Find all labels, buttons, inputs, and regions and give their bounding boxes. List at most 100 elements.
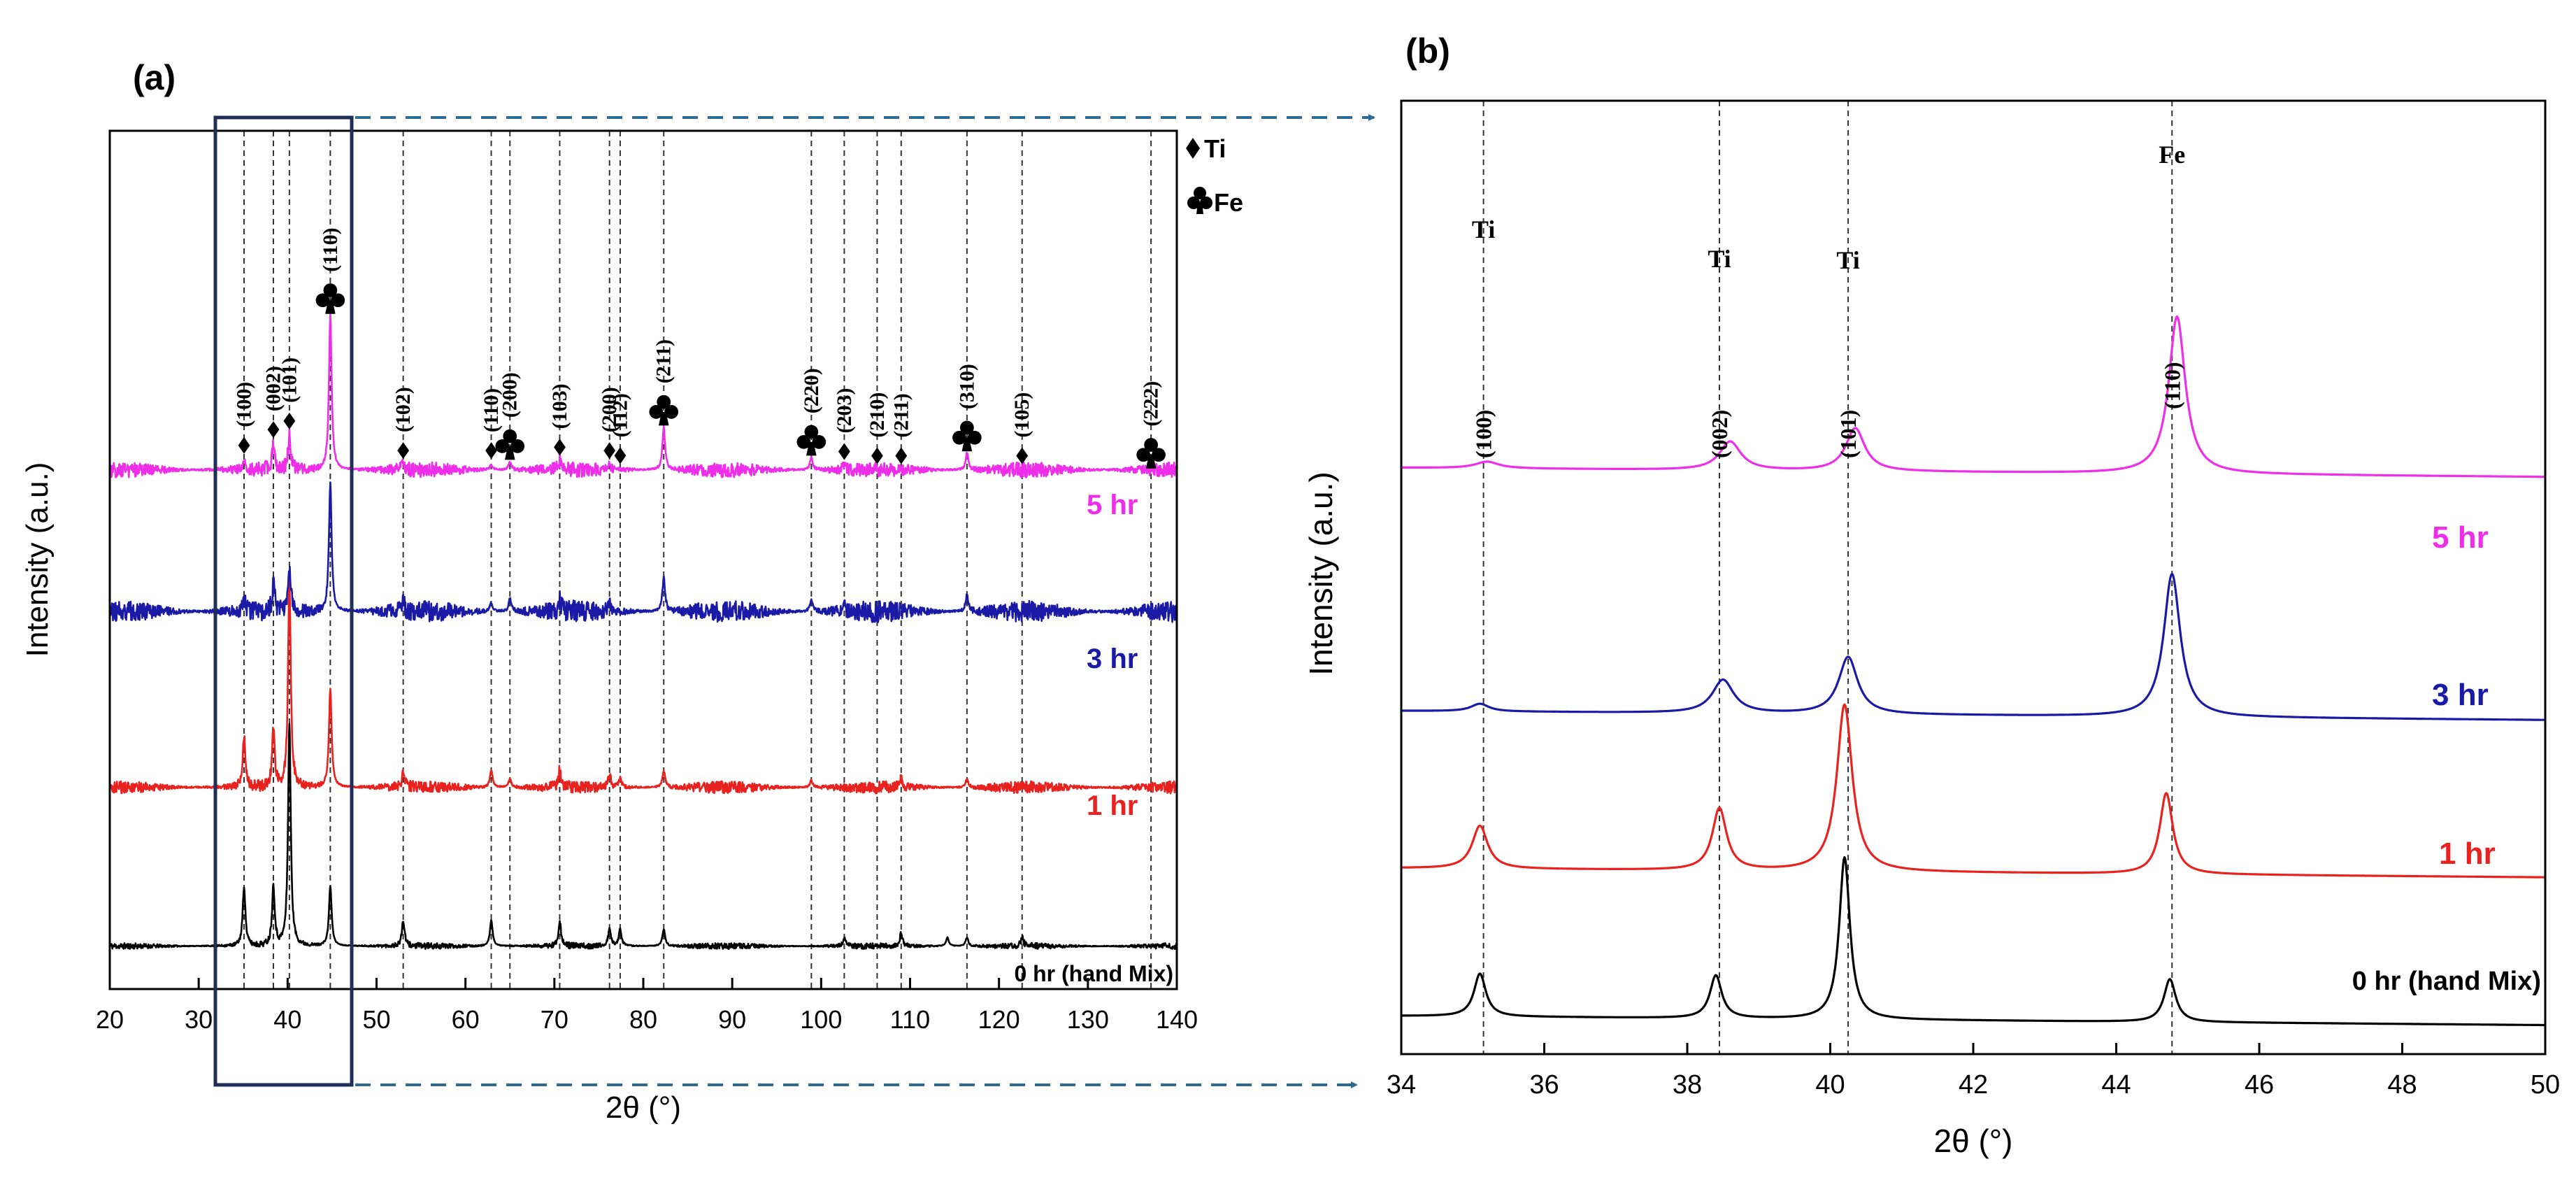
- x-tick-label: 36: [1529, 1070, 1559, 1100]
- a-series-group: [108, 313, 1178, 951]
- a-x-ticks: 20 30 40 50 60 70 80 90 100 110 120 130 140: [96, 978, 1198, 1034]
- x-tick-label: 20: [96, 1005, 124, 1034]
- a-peak-hkl-label: (211): [652, 339, 675, 383]
- a-peak-hkl-label: (112): [608, 393, 631, 437]
- b-peak-annotations: (100) Ti (002) Ti (101) Ti (110) Fe: [1471, 141, 2186, 458]
- a-peak-hkl-label: (310): [955, 364, 978, 409]
- diamond-icon: [283, 412, 296, 429]
- a-y-axis-title: Intensity (a.u.): [20, 462, 55, 657]
- b-peak-phase-label: Ti: [1472, 215, 1495, 243]
- x-tick-label: 46: [2245, 1070, 2274, 1100]
- a-phase-legend: Ti Fe: [1186, 134, 1243, 217]
- x-tick-label: 50: [2531, 1070, 2560, 1100]
- a-plot-frame: [108, 129, 1178, 990]
- b-x-ticks: 34 36 38 40 42 44 46 48 50: [1387, 1043, 2560, 1100]
- x-tick-label: 42: [1959, 1070, 1988, 1100]
- club-icon: [1187, 187, 1212, 214]
- a-peak-hkl-label: (203): [833, 388, 856, 433]
- a-peak-annotations: (100) (002)(101)(110)(102) (110)(200) (103)…: [233, 227, 1166, 469]
- b-series-label-1hr: 1 hr: [2439, 837, 2496, 871]
- zoom-region-box: [213, 115, 354, 1087]
- a-peak-hkl-label: (100): [233, 382, 256, 427]
- a-series-label-1hr: 1 hr: [1087, 790, 1138, 821]
- a-peak-hkl-label: (105): [1010, 392, 1033, 438]
- x-tick-label: 48: [2387, 1070, 2417, 1100]
- x-tick-label: 90: [718, 1005, 746, 1034]
- x-tick-label: 80: [629, 1005, 657, 1034]
- x-tick-label: 130: [1067, 1005, 1109, 1034]
- series-line: [108, 571, 1178, 795]
- diamond-icon: [397, 442, 410, 460]
- club-icon: [1136, 438, 1166, 469]
- b-series-label-0hr: 0 hr (hand Mix): [2352, 967, 2541, 996]
- b-peak-hkl-label: (100): [1471, 410, 1496, 458]
- series-line: [1401, 856, 2546, 1027]
- diamond-icon: [838, 443, 850, 460]
- a-peak-hkl-label: (200): [499, 372, 522, 418]
- club-icon: [796, 425, 827, 456]
- a-series-label-3hr: 3 hr: [1087, 644, 1138, 674]
- a-peak-hkl-label: (002): [262, 366, 285, 411]
- diamond-icon: [485, 442, 497, 460]
- a-peak-hkl-label: (200): [598, 387, 621, 432]
- b-series-label-3hr: 3 hr: [2432, 678, 2489, 712]
- b-plot-frame: [1400, 99, 2547, 1055]
- series-line: [1401, 572, 2546, 721]
- x-tick-label: 140: [1156, 1005, 1198, 1034]
- a-reference-lines: [243, 131, 1152, 989]
- series-line: [108, 481, 1178, 623]
- a-peak-hkl-label: (110): [480, 388, 503, 432]
- b-peak-hkl-label: (002): [1707, 410, 1732, 458]
- club-icon: [315, 283, 345, 314]
- x-tick-label: 38: [1673, 1070, 1702, 1100]
- diamond-icon: [603, 442, 616, 460]
- diamond-icon: [1186, 138, 1200, 159]
- b-peak-phase-label: Fe: [2159, 141, 2185, 169]
- a-legend-ti: Ti: [1204, 134, 1226, 163]
- diamond-icon: [267, 421, 280, 439]
- diamond-icon: [614, 447, 627, 464]
- a-peak-hkl-label: (102): [392, 387, 415, 432]
- a-peak-hkl-label: (220): [800, 368, 823, 413]
- x-tick-label: 40: [273, 1005, 301, 1034]
- series-line: [108, 313, 1178, 478]
- panel-a-label: (a): [133, 58, 176, 97]
- x-tick-label: 70: [541, 1005, 568, 1034]
- panel-a: (a) (100) (002)(101)(110)(102) (110)(200)(…: [20, 58, 1243, 1125]
- panel-b: (b) (100) Ti (002) Ti (101) Ti (110) Fe 34 36 38 4…: [1303, 31, 2560, 1159]
- club-icon: [495, 429, 525, 460]
- b-peak-phase-label: Ti: [1836, 246, 1859, 274]
- b-peak-hkl-label: (110): [2159, 362, 2184, 409]
- b-x-axis-title: 2θ (°): [1934, 1123, 2013, 1159]
- series-line: [109, 723, 1178, 951]
- x-tick-label: 40: [1815, 1070, 1845, 1100]
- series-line: [1401, 315, 2546, 478]
- b-y-axis-title: Intensity (a.u.): [1303, 471, 1339, 675]
- a-series-label-5hr: 5 hr: [1087, 490, 1138, 520]
- a-x-axis-title: 2θ (°): [606, 1090, 681, 1125]
- x-tick-label: 34: [1387, 1070, 1416, 1100]
- b-series-label-5hr: 5 hr: [2432, 520, 2489, 555]
- series-line: [1401, 703, 2546, 879]
- x-tick-label: 110: [890, 1005, 930, 1034]
- diamond-icon: [1016, 447, 1029, 464]
- b-reference-lines: [1482, 101, 2173, 1054]
- x-tick-label: 100: [800, 1005, 842, 1034]
- a-peak-hkl-label: (210): [866, 392, 889, 438]
- a-peak-hkl-label: (101): [278, 357, 301, 403]
- a-peak-hkl-label: (110): [319, 227, 342, 271]
- diamond-icon: [871, 447, 883, 464]
- a-peak-hkl-label: (211): [889, 393, 913, 437]
- a-series-label-0hr: 0 hr (hand Mix): [1014, 961, 1173, 986]
- diamond-icon: [554, 439, 566, 456]
- b-series-group: [1401, 315, 2546, 1027]
- x-tick-label: 60: [452, 1005, 480, 1034]
- a-legend-fe: Fe: [1214, 188, 1243, 217]
- x-tick-label: 44: [2101, 1070, 2131, 1100]
- diamond-icon: [238, 436, 250, 454]
- x-tick-label: 120: [978, 1005, 1020, 1034]
- x-tick-label: 30: [185, 1005, 213, 1034]
- club-icon: [649, 394, 679, 426]
- x-tick-label: 50: [362, 1005, 390, 1034]
